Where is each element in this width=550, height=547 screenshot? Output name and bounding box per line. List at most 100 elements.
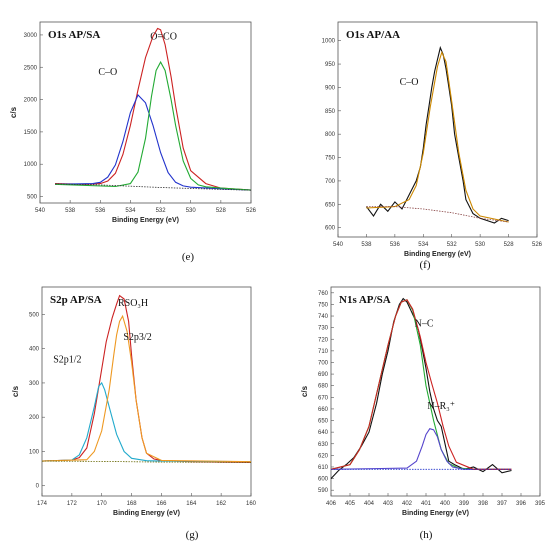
x-tick-label: 160 xyxy=(246,501,257,507)
x-tick-label: 174 xyxy=(37,501,48,507)
y-tick-label: 690 xyxy=(318,372,329,378)
series-line-component xyxy=(55,94,252,191)
y-tick-label: 1000 xyxy=(322,39,336,45)
peak-annotation: C–O xyxy=(98,67,117,78)
peak-annotation: RSO₃H xyxy=(118,298,148,309)
x-tick-label: 400 xyxy=(440,501,451,507)
y-tick-label: 900 xyxy=(325,85,336,91)
series-line-component xyxy=(41,381,252,463)
peak-annotation: S2p3/2 xyxy=(123,332,151,343)
y-tick-label: 800 xyxy=(325,132,336,138)
x-tick-label: 404 xyxy=(364,501,375,507)
panel-label: (e) xyxy=(182,251,195,263)
y-tick-label: 600 xyxy=(318,477,329,483)
y-axis-label: c/s xyxy=(9,106,18,118)
y-tick-label: 630 xyxy=(318,442,329,448)
y-tick-label: 2000 xyxy=(24,98,38,104)
y-tick-label: 400 xyxy=(29,347,40,353)
chart-title: O1s AP/SA xyxy=(48,29,100,41)
x-tick-label: 530 xyxy=(186,208,197,214)
panel-label: (f) xyxy=(420,259,431,271)
series-line-envelope xyxy=(41,294,252,463)
y-tick-label: 300 xyxy=(29,381,40,387)
panel-label: (h) xyxy=(420,529,433,541)
y-axis-label: c/s xyxy=(300,385,309,397)
x-tick-label: 538 xyxy=(361,242,372,248)
x-tick-label: 396 xyxy=(516,501,527,507)
x-tick-label: 540 xyxy=(35,208,46,214)
x-tick-label: 395 xyxy=(535,501,546,507)
x-axis-label: Binding Energy (eV) xyxy=(113,510,180,517)
y-axis-label: c/s xyxy=(11,385,20,397)
plot-frame xyxy=(330,286,541,497)
series-line-background xyxy=(41,460,252,463)
peak-annotation: S2p1/2 xyxy=(53,354,81,365)
x-tick-label: 528 xyxy=(216,208,227,214)
x-tick-label: 399 xyxy=(459,501,470,507)
y-tick-label: 650 xyxy=(325,202,336,208)
x-tick-label: 397 xyxy=(497,501,508,507)
x-tick-label: 164 xyxy=(186,501,197,507)
y-tick-label: 950 xyxy=(325,62,336,68)
x-axis-label: Binding Energy (eV) xyxy=(112,217,179,224)
y-tick-label: 650 xyxy=(318,419,329,425)
chart-panel-e: 540 538 536 534 532 530 528 526 500 1000 1500 2000 2… xyxy=(9,21,257,263)
x-tick-label: 540 xyxy=(333,242,344,248)
chart-panel-f: 540 538 536 534 532 530 528 526 600 650 700 750 800 8… xyxy=(322,21,543,271)
x-tick-label: 402 xyxy=(402,501,413,507)
y-tick-label: 720 xyxy=(318,337,329,343)
peak-annotation: O=CO xyxy=(150,31,177,42)
series-line-component xyxy=(55,60,252,191)
y-tick-label: 850 xyxy=(325,109,336,115)
x-tick-label: 530 xyxy=(475,242,486,248)
x-tick-label: 170 xyxy=(97,501,108,507)
peak-annotation: C–O xyxy=(400,77,419,88)
x-tick-label: 526 xyxy=(532,242,543,248)
x-tick-label: 172 xyxy=(67,501,78,507)
y-tick-label: 500 xyxy=(29,312,40,318)
y-tick-label: 610 xyxy=(318,465,329,471)
plot-frame xyxy=(41,286,252,497)
y-tick-label: 640 xyxy=(318,430,329,436)
y-tick-label: 680 xyxy=(318,384,329,390)
x-tick-label: 536 xyxy=(390,242,401,248)
chart-title: N1s AP/SA xyxy=(339,294,391,306)
plot-frame xyxy=(337,21,538,238)
y-tick-label: 660 xyxy=(318,407,329,413)
x-tick-label: 168 xyxy=(127,501,138,507)
panel-label: (g) xyxy=(186,529,199,541)
y-tick-label: 700 xyxy=(325,179,336,185)
chart-title: S2p AP/SA xyxy=(50,294,102,306)
x-tick-label: 534 xyxy=(125,208,136,214)
y-tick-label: 750 xyxy=(318,302,329,308)
x-tick-label: 406 xyxy=(326,501,337,507)
y-tick-label: 600 xyxy=(325,226,336,232)
x-tick-label: 398 xyxy=(478,501,489,507)
x-tick-label: 536 xyxy=(95,208,106,214)
series-line-fit xyxy=(330,299,512,470)
series-line-component xyxy=(41,314,252,463)
x-tick-label: 528 xyxy=(504,242,515,248)
x-tick-label: 162 xyxy=(216,501,227,507)
x-tick-label: 401 xyxy=(421,501,432,507)
series-line-envelope xyxy=(55,27,252,191)
x-axis-label: Binding Energy (eV) xyxy=(404,251,471,258)
y-tick-label: 3000 xyxy=(24,33,38,39)
x-axis-label: Binding Energy (eV) xyxy=(402,510,469,517)
y-tick-label: 750 xyxy=(325,156,336,162)
series-line-component xyxy=(330,428,512,470)
y-tick-label: 1500 xyxy=(24,130,38,136)
y-tick-label: 0 xyxy=(36,484,40,490)
x-tick-label: 532 xyxy=(156,208,167,214)
series-line-data xyxy=(365,45,509,224)
x-tick-label: 538 xyxy=(65,208,76,214)
y-tick-label: 670 xyxy=(318,395,329,401)
y-tick-label: 590 xyxy=(318,488,329,494)
chart-panel-h: 406 405 404 403 402 401 400 399 398 397 396 395 590 6… xyxy=(300,286,546,541)
chart-panel-g: 174 172 170 168 166 164 162 160 0 100 200 300 400 500… xyxy=(11,286,257,541)
peak-annotation: N–C xyxy=(415,318,434,329)
y-tick-label: 2500 xyxy=(24,65,38,71)
x-tick-label: 166 xyxy=(156,501,167,507)
x-tick-label: 534 xyxy=(418,242,429,248)
